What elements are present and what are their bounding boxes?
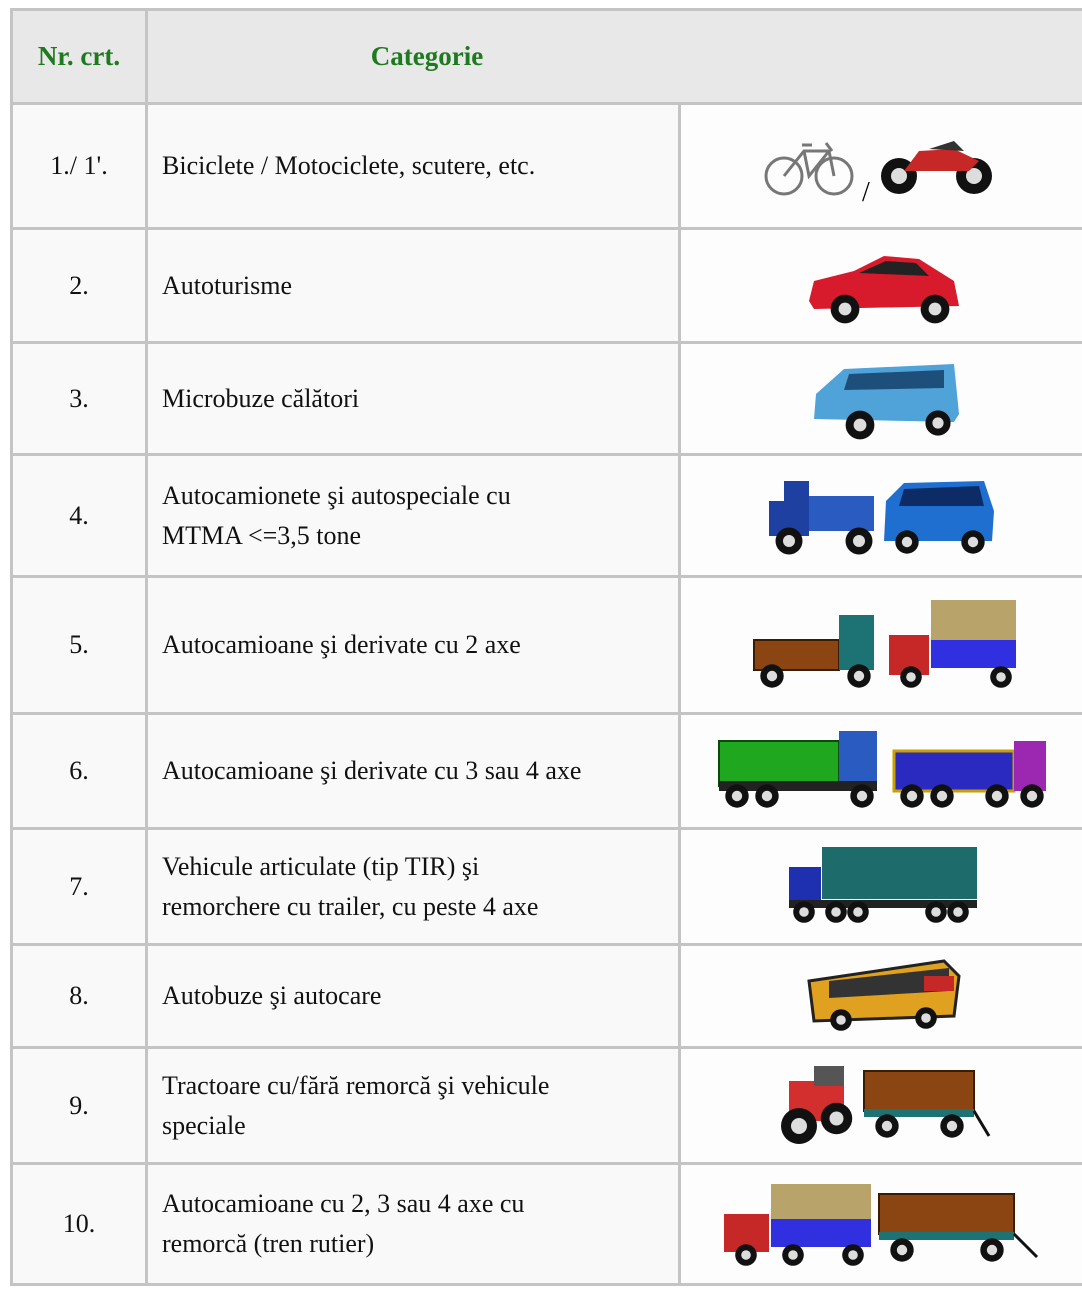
row-category: Autobuze şi autocare (145, 943, 681, 1049)
icon-tractor (780, 1065, 990, 1144)
category-line: Autocamionete şi autospeciale cu (162, 480, 511, 510)
table-row: 10. Autocamioane cu 2, 3 sau 4 axe cu remo… (10, 1162, 1082, 1286)
icon-van (813, 363, 959, 439)
row-icon (677, 1046, 1082, 1165)
header-number: Nr. crt. (10, 8, 148, 105)
row-number: 1./ 1'. (10, 102, 148, 230)
icon-trucks-3-4-axles (717, 731, 1046, 808)
category-line: Autobuze şi autocare (162, 981, 382, 1010)
header-category: Categorie (144, 8, 1082, 105)
icon-car (808, 255, 959, 323)
table-row: 4. Autocamionete şi autospeciale cu MTMA <… (10, 453, 1082, 578)
row-icon (677, 1162, 1082, 1286)
row-number: 5. (10, 575, 148, 715)
category-line: remorchere cu trailer, cu peste 4 axe (162, 891, 539, 921)
category-line: speciale (162, 1110, 246, 1140)
row-number: 10. (10, 1162, 148, 1286)
row-number: 3. (10, 341, 148, 456)
row-number: 4. (10, 453, 148, 578)
category-line: Vehicule articulate (tip TIR) şi (162, 851, 480, 881)
row-category: Autocamioane şi derivate cu 2 axe (145, 575, 681, 715)
category-line: Autocamioane şi derivate cu 2 axe (162, 630, 521, 659)
icon-trucks-2-axles (752, 600, 1016, 688)
row-icon: / (677, 102, 1082, 230)
category-line: MTMA <=3,5 tone (162, 520, 362, 550)
row-number: 8. (10, 943, 148, 1049)
header-row: Nr. crt. Categorie (10, 8, 1082, 105)
row-number: 6. (10, 712, 148, 830)
row-number: 9. (10, 1046, 148, 1165)
table-row: 6. Autocamioane şi derivate cu 3 sau 4 ax… (10, 712, 1082, 830)
table-row: 2. Autoturisme (10, 227, 1082, 344)
row-category: Microbuze călători (145, 341, 681, 456)
row-number: 2. (10, 227, 148, 344)
category-line: Autocamioane şi derivate cu 3 sau 4 axe (162, 756, 582, 785)
table-row: 9. Tractoare cu/fără remorcă şi vehicule s… (10, 1046, 1082, 1165)
category-line: remorcă (tren rutier) (162, 1229, 375, 1258)
row-icon (677, 943, 1082, 1049)
row-category: Vehicule articulate (tip TIR) şi remorche… (145, 827, 681, 946)
table-row: 1./ 1'. Biciclete / Motociclete, scutere,… (10, 102, 1082, 230)
header-category-text: Categorie (370, 41, 484, 71)
row-icon (677, 453, 1082, 578)
category-line: Autocamioane cu 2, 3 sau 4 axe cu (162, 1189, 525, 1218)
icon-bike-moto: / (764, 141, 992, 208)
category-line: Biciclete / Motociclete, scutere, etc. (162, 151, 536, 180)
row-category: Autocamioane cu 2, 3 sau 4 axe cu remorcă… (145, 1162, 681, 1286)
row-category: Biciclete / Motociclete, scutere, etc. (145, 102, 681, 230)
icon-tir (788, 846, 977, 923)
icon-pickup-van (768, 480, 994, 554)
row-icon (677, 827, 1082, 946)
row-icon (677, 712, 1082, 830)
category-line: Tractoare cu/fără remorcă şi vehicule (162, 1070, 550, 1100)
icon-separator: / (862, 177, 870, 208)
row-icon (677, 575, 1082, 715)
row-icon (677, 341, 1082, 456)
row-category: Autocamionete şi autospeciale cu MTMA <=3… (145, 453, 681, 578)
row-number: 7. (10, 827, 148, 946)
table-row: 5. Autocamioane şi derivate cu 2 axe (10, 575, 1082, 715)
row-category: Autoturisme (145, 227, 681, 344)
table-row: 7. Vehicule articulate (tip TIR) şi remorc… (10, 827, 1082, 946)
table-row: 3. Microbuze călători (10, 341, 1082, 456)
icon-bus (806, 959, 961, 1031)
row-category: Autocamioane şi derivate cu 3 sau 4 axe (145, 712, 681, 830)
table-body: 1./ 1'. Biciclete / Motociclete, scutere,… (10, 102, 1082, 1286)
row-category: Tractoare cu/fără remorcă şi vehicule spe… (145, 1046, 681, 1165)
row-icon (677, 227, 1082, 344)
category-line: Autoturisme (162, 270, 292, 300)
category-line: Microbuze călători (162, 383, 360, 413)
icon-road-train (723, 1184, 1038, 1266)
table-row: 8. Autobuze şi autocare (10, 943, 1082, 1049)
vehicle-table: Nr. crt. Categorie 1./ 1'. Biciclete / Mo… (10, 8, 1082, 1286)
